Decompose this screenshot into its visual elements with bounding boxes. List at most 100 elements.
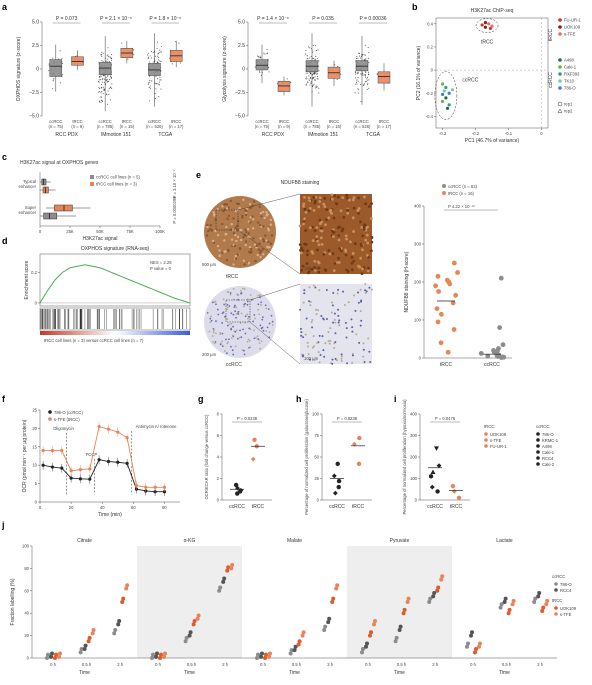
data-point [366, 76, 368, 78]
series-line [43, 426, 165, 488]
ihc-texture [355, 333, 358, 336]
data-point [107, 54, 109, 56]
ihc-texture [263, 216, 266, 220]
y-axis-label: Enrichment score [24, 260, 30, 299]
data-point [100, 54, 102, 56]
y-tick-label: 300 [410, 433, 418, 438]
data-point [79, 647, 84, 652]
ihc-texture [260, 301, 263, 304]
ihc-texture [226, 324, 229, 327]
data-point [148, 82, 150, 84]
data-point [98, 91, 100, 93]
ihc-texture [313, 259, 317, 263]
ihc-texture [306, 249, 309, 253]
ihc-texture [223, 350, 226, 352]
ihc-texture [258, 313, 261, 316]
data-point [155, 651, 159, 656]
data-point [151, 652, 155, 657]
data-point [266, 52, 269, 54]
data-point [125, 436, 129, 440]
ihc-texture [248, 202, 252, 206]
x-tick-label: 50K [96, 229, 104, 234]
ihc-texture [337, 308, 340, 311]
ihc-texture [363, 223, 366, 227]
data-point [196, 613, 201, 618]
legend-marker [536, 456, 540, 460]
data-point [160, 46, 162, 48]
nes-label: NES = 2.28 [150, 260, 172, 265]
ihc-texture [261, 316, 264, 319]
p-value: P = 0.073 [56, 16, 78, 22]
image-label: ccRCC [226, 362, 242, 368]
data-point [440, 574, 445, 579]
y-tick-label: 0 [415, 498, 418, 503]
x-axis-label: PC1 (46.7% of variance) [465, 138, 520, 144]
data-point [60, 448, 64, 453]
ihc-texture [332, 216, 336, 220]
data-point [98, 75, 101, 78]
category-label: ccRCC [99, 119, 112, 124]
data-point [158, 52, 160, 54]
ihc-texture [236, 253, 240, 256]
legend-item: s-TFE [490, 438, 502, 443]
ihc-texture [333, 261, 337, 265]
ihc-texture [241, 216, 244, 219]
data-point [288, 651, 293, 656]
category-label: ccRCC [49, 119, 62, 124]
category-label: tRCC [122, 119, 132, 124]
ihc-texture [300, 246, 304, 250]
data-point [58, 651, 62, 656]
data-point [306, 78, 308, 80]
data-point [541, 605, 546, 610]
y-tick-label: 75 [314, 433, 319, 438]
annotation-label: Antimycin A/ rotenone [136, 424, 177, 429]
data-point [257, 55, 259, 58]
ihc-texture [341, 196, 345, 200]
data-point [398, 624, 403, 629]
data-point [88, 477, 92, 481]
data-point [366, 79, 368, 81]
data-point [447, 103, 451, 107]
data-point [158, 656, 162, 660]
data-point [366, 78, 368, 80]
cluster-label: tRCC [481, 40, 494, 46]
legend-item: UOK109 [564, 25, 581, 30]
ihc-texture [333, 347, 336, 350]
data-point [402, 607, 407, 612]
ihc-texture [312, 284, 315, 287]
ihc-texture [302, 202, 306, 206]
ihc-texture [247, 315, 250, 318]
ihc-texture [351, 216, 355, 220]
data-point [376, 73, 378, 75]
ihc-texture [331, 362, 334, 365]
y-tick-label: −5.0 [29, 114, 39, 120]
ihc-texture [236, 202, 239, 205]
ihc-texture [269, 242, 273, 245]
ihc-texture [234, 233, 237, 237]
data-point [308, 46, 310, 48]
ihc-texture [347, 301, 350, 304]
box [148, 63, 161, 76]
zoom-connector [237, 193, 301, 211]
ihc-texture [244, 213, 248, 217]
data-point [309, 72, 311, 74]
ihc-texture [234, 310, 237, 313]
x-tick-label: 80 [162, 505, 167, 510]
ihc-texture [342, 290, 345, 293]
data-point [263, 656, 267, 660]
y-axis-label: Glycolysis signature (z-score) [222, 36, 228, 102]
data-point [313, 73, 315, 76]
ihc-texture [215, 332, 217, 335]
ihc-texture [257, 248, 260, 251]
ihc-texture [322, 202, 326, 206]
ihc-texture [236, 235, 240, 239]
box [355, 60, 369, 72]
ihc-texture [226, 248, 230, 252]
data-point [163, 651, 167, 656]
dataset-label: TCGA [158, 132, 173, 138]
legend-marker [536, 462, 540, 466]
legend-marker [442, 191, 446, 195]
n-label: (n = 9) [278, 124, 291, 129]
ihc-texture [244, 332, 247, 335]
legend-title: tRCC [552, 598, 562, 603]
